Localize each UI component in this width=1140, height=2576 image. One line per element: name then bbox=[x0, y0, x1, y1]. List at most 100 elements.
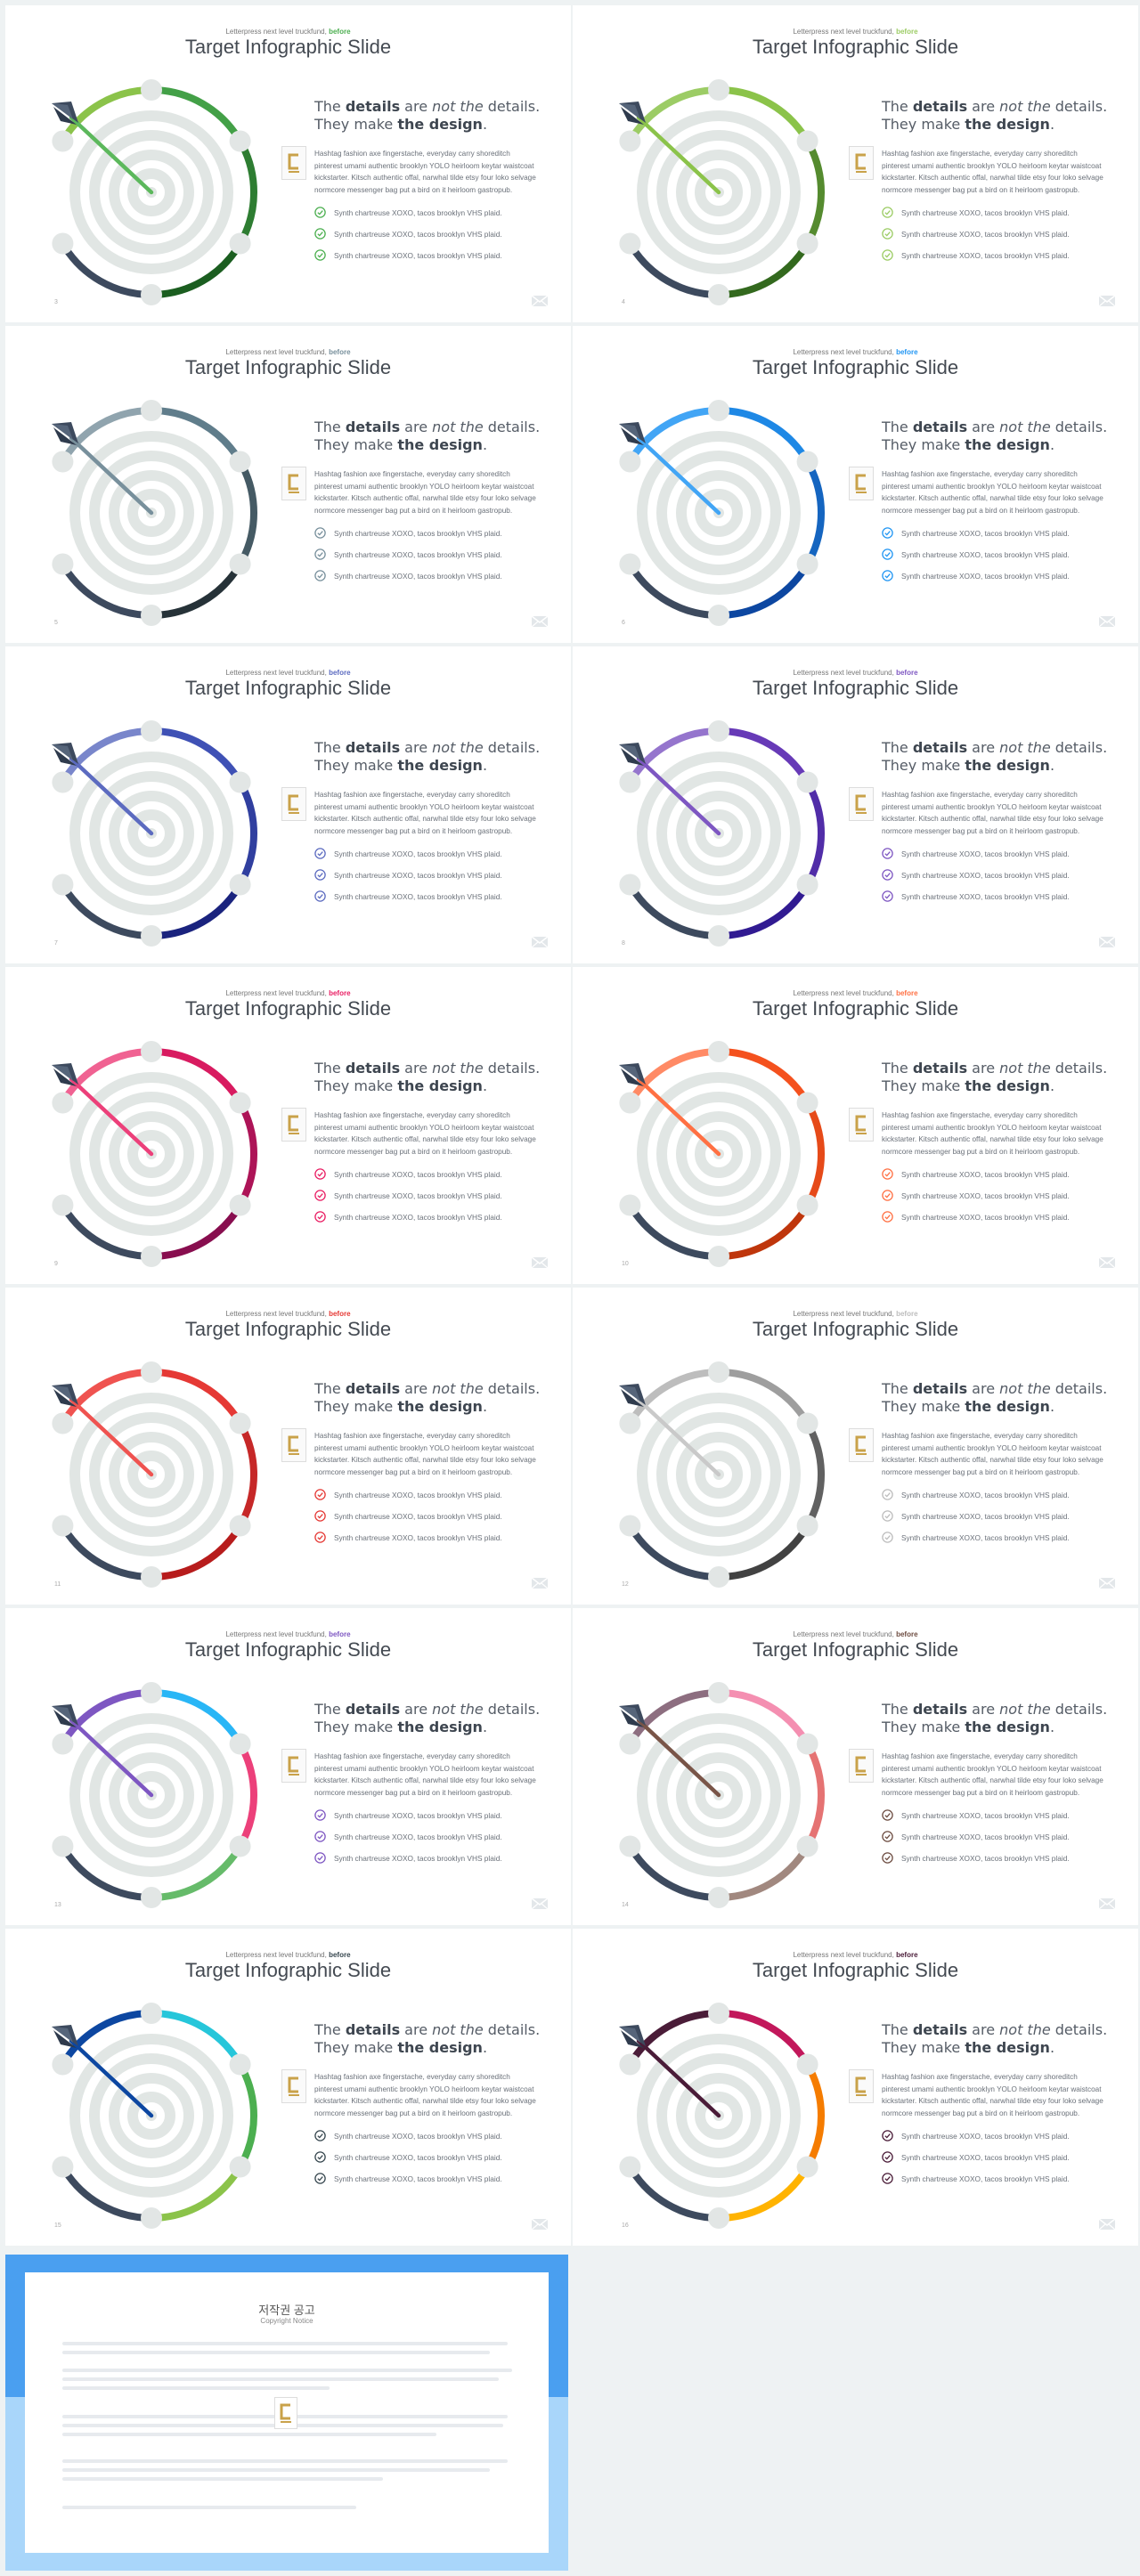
pretitle-accent: before bbox=[329, 1310, 351, 1318]
check-circle-icon bbox=[882, 890, 893, 902]
check-circle-icon bbox=[314, 2130, 326, 2141]
pretitle-accent: before bbox=[329, 28, 351, 36]
check-circle-icon bbox=[882, 1532, 893, 1543]
body-text: Hashtag fashion axe fingerstache, everyd… bbox=[882, 470, 1103, 515]
check-circle-icon bbox=[882, 1809, 893, 1821]
target-infographic bbox=[619, 79, 825, 305]
pretitle-accent: before bbox=[329, 348, 351, 356]
slide: Letterpress next level truckfund, before… bbox=[573, 1929, 1138, 2246]
logo-icon bbox=[855, 1115, 867, 1134]
pretitle: Letterpress next level truckfund, before bbox=[793, 28, 918, 36]
check-item: Synth chartreuse XOXO, tacos brooklyn VH… bbox=[314, 249, 564, 262]
target-infographic bbox=[619, 1041, 825, 1267]
check-circle-icon bbox=[882, 2151, 893, 2163]
body-text: Hashtag fashion axe fingerstache, everyd… bbox=[882, 791, 1103, 835]
target-infographic bbox=[52, 79, 257, 305]
target-infographic bbox=[52, 400, 257, 626]
notice-text-line bbox=[62, 2468, 490, 2472]
headline: The details are not the details. They ma… bbox=[314, 1060, 541, 1094]
check-circle-icon bbox=[882, 1831, 893, 1842]
envelope-icon bbox=[531, 1577, 549, 1589]
envelope-icon bbox=[1098, 2218, 1116, 2231]
body-text: Hashtag fashion axe fingerstache, everyd… bbox=[314, 791, 536, 835]
check-item: Synth chartreuse XOXO, tacos brooklyn VH… bbox=[314, 1831, 564, 1843]
target-infographic bbox=[52, 2003, 257, 2229]
headline: The details are not the details. They ma… bbox=[882, 2021, 1108, 2056]
page-number: 3 bbox=[54, 299, 58, 305]
page-number: 15 bbox=[54, 2223, 61, 2229]
check-item: Synth chartreuse XOXO, tacos brooklyn VH… bbox=[882, 1809, 1131, 1822]
pretitle-accent: before bbox=[896, 669, 918, 677]
envelope-icon bbox=[1098, 1897, 1116, 1910]
pretitle: Letterpress next level truckfund, before bbox=[225, 669, 351, 677]
logo-icon bbox=[855, 2076, 867, 2096]
check-circle-icon bbox=[882, 549, 893, 560]
pretitle-accent: before bbox=[896, 1951, 918, 1959]
slide-title: Target Infographic Slide bbox=[752, 356, 959, 378]
pretitle: Letterpress next level truckfund, before bbox=[793, 1310, 918, 1318]
logo-icon bbox=[855, 794, 867, 814]
page-number: 7 bbox=[54, 940, 58, 947]
pretitle-accent: before bbox=[329, 989, 351, 997]
envelope-icon bbox=[531, 936, 549, 948]
page-number: 13 bbox=[54, 1902, 61, 1908]
check-circle-icon bbox=[882, 1510, 893, 1522]
envelope-icon bbox=[1098, 1256, 1116, 1269]
page-number: 4 bbox=[622, 299, 625, 305]
check-item: Synth chartreuse XOXO, tacos brooklyn VH… bbox=[882, 1510, 1131, 1523]
check-circle-icon bbox=[882, 848, 893, 859]
target-infographic bbox=[619, 2003, 825, 2229]
slide-title: Target Infographic Slide bbox=[184, 677, 392, 699]
body-text: Hashtag fashion axe fingerstache, everyd… bbox=[314, 1111, 536, 1156]
slide-title: Target Infographic Slide bbox=[184, 356, 392, 378]
check-circle-icon bbox=[314, 1831, 326, 1842]
logo-icon bbox=[855, 153, 867, 173]
check-circle-icon bbox=[882, 1211, 893, 1223]
logo-badge bbox=[281, 146, 306, 180]
check-item: Synth chartreuse XOXO, tacos brooklyn VH… bbox=[882, 570, 1131, 582]
page-number: 10 bbox=[622, 1261, 629, 1267]
check-item: Synth chartreuse XOXO, tacos brooklyn VH… bbox=[314, 1190, 564, 1202]
notice-subtitle: Copyright Notice bbox=[260, 2317, 314, 2325]
check-item: Synth chartreuse XOXO, tacos brooklyn VH… bbox=[882, 527, 1131, 540]
check-circle-icon bbox=[314, 1852, 326, 1864]
page-number: 11 bbox=[54, 1581, 61, 1588]
slide-title: Target Infographic Slide bbox=[752, 677, 959, 699]
check-item: Synth chartreuse XOXO, tacos brooklyn VH… bbox=[314, 1211, 564, 1223]
pretitle: Letterpress next level truckfund, before bbox=[225, 1310, 351, 1318]
check-item: Synth chartreuse XOXO, tacos brooklyn VH… bbox=[882, 1489, 1131, 1501]
check-circle-icon bbox=[314, 1489, 326, 1500]
target-infographic bbox=[52, 720, 257, 947]
pretitle: Letterpress next level truckfund, before bbox=[793, 348, 918, 356]
check-circle-icon bbox=[882, 228, 893, 240]
slide-title: Target Infographic Slide bbox=[184, 36, 392, 58]
check-item: Synth chartreuse XOXO, tacos brooklyn VH… bbox=[314, 1852, 564, 1865]
slide-title: Target Infographic Slide bbox=[184, 1638, 392, 1661]
target-infographic bbox=[619, 1682, 825, 1908]
notice-text-line bbox=[62, 2506, 356, 2509]
check-item: Synth chartreuse XOXO, tacos brooklyn VH… bbox=[314, 869, 564, 882]
pretitle: Letterpress next level truckfund, before bbox=[225, 1630, 351, 1638]
target-infographic bbox=[619, 400, 825, 626]
logo-badge bbox=[849, 1108, 874, 1142]
check-circle-icon bbox=[314, 1168, 326, 1180]
check-circle-icon bbox=[314, 228, 326, 240]
body-text: Hashtag fashion axe fingerstache, everyd… bbox=[882, 150, 1103, 194]
check-item: Synth chartreuse XOXO, tacos brooklyn VH… bbox=[314, 2151, 564, 2164]
logo-icon bbox=[288, 474, 299, 493]
pretitle-accent: before bbox=[329, 1630, 351, 1638]
logo-icon bbox=[288, 2076, 299, 2096]
check-item: Synth chartreuse XOXO, tacos brooklyn VH… bbox=[314, 228, 564, 240]
target-infographic bbox=[52, 1682, 257, 1908]
envelope-icon bbox=[531, 1897, 549, 1910]
notice-text-line bbox=[62, 2433, 436, 2436]
check-circle-icon bbox=[314, 848, 326, 859]
check-circle-icon bbox=[882, 207, 893, 218]
notice-paper: 저작권 공고 Copyright Notice bbox=[25, 2272, 549, 2553]
check-circle-icon bbox=[314, 869, 326, 881]
slide-title: Target Infographic Slide bbox=[752, 1638, 959, 1661]
check-item: Synth chartreuse XOXO, tacos brooklyn VH… bbox=[882, 848, 1131, 860]
slide: Letterpress next level truckfund, before… bbox=[573, 326, 1138, 643]
logo-icon bbox=[855, 1435, 867, 1455]
check-item: Synth chartreuse XOXO, tacos brooklyn VH… bbox=[882, 2130, 1131, 2142]
